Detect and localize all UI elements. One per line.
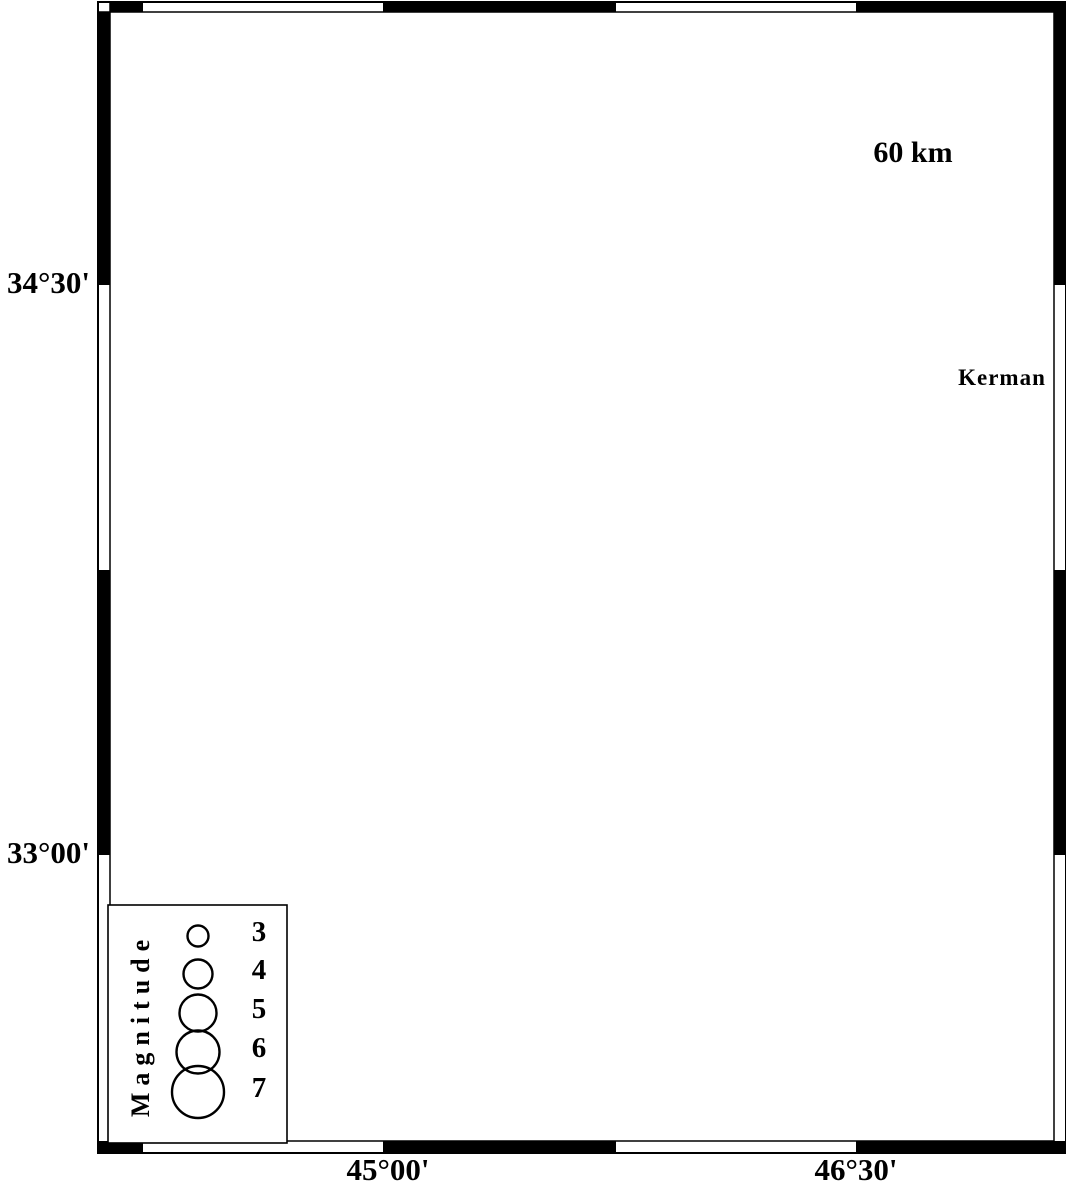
legend-title: Magnitude <box>126 932 155 1118</box>
legend-box <box>107 904 288 1144</box>
legend-mag-6: 6 <box>251 1032 267 1064</box>
legend-mag-3: 3 <box>251 916 267 948</box>
city-label-kerman: Kerman <box>958 365 1046 390</box>
legend-mag-4: 4 <box>251 954 267 986</box>
legend-magnitude-circle <box>170 1064 226 1120</box>
legend-magnitude-circle <box>182 958 214 990</box>
lon-label-45-00: 45°00' <box>346 1152 430 1187</box>
scale-bar-label: 60 km <box>873 136 953 169</box>
lat-label-33-00: 33°00' <box>6 835 90 870</box>
legend <box>107 904 288 1144</box>
lat-label-34-30: 34°30' <box>6 265 90 300</box>
lon-label-46-30: 46°30' <box>814 1152 898 1187</box>
legend-mag-7: 7 <box>251 1072 267 1104</box>
legend-magnitude-circle <box>186 924 210 948</box>
legend-magnitude-circle <box>175 1029 221 1075</box>
legend-mag-5: 5 <box>251 993 267 1025</box>
